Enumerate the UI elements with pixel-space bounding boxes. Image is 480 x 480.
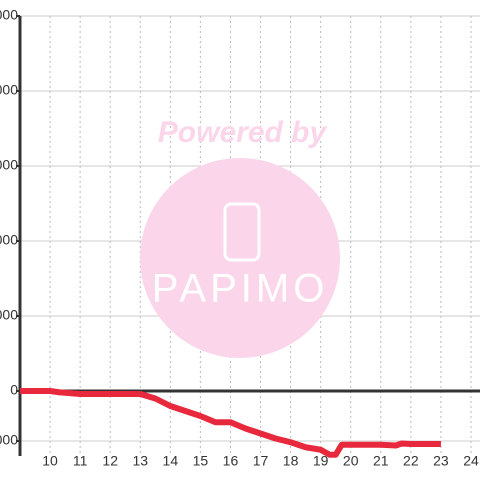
watermark-circle <box>140 158 340 358</box>
y-tick-label: 60,000 <box>0 232 18 248</box>
watermark-icon <box>223 202 261 262</box>
x-tick-label: 13 <box>132 453 148 469</box>
y-tick-label: 30,000 <box>0 307 18 323</box>
y-tick-label: 150,000 <box>0 7 18 23</box>
x-tick-label: 24 <box>463 453 479 469</box>
x-tick-label: 15 <box>193 453 209 469</box>
x-tick-label: 14 <box>163 453 179 469</box>
x-tick-label: 20 <box>343 453 359 469</box>
x-tick-label: 18 <box>283 453 299 469</box>
x-tick-label: 22 <box>403 453 419 469</box>
x-tick-label: 12 <box>102 453 118 469</box>
x-tick-label: 10 <box>42 453 58 469</box>
y-tick-label: 90,000 <box>0 157 18 173</box>
watermark-title: Powered by <box>158 116 328 149</box>
y-tick-label: 120,000 <box>0 82 18 98</box>
x-tick-label: 11 <box>73 453 88 469</box>
y-tick-label: -20,000 <box>0 432 18 448</box>
x-tick-label: 19 <box>313 453 329 469</box>
x-tick-label: 16 <box>223 453 239 469</box>
watermark-logo: PAPIMO <box>152 267 329 311</box>
x-tick-label: 21 <box>373 453 389 469</box>
data-line <box>20 388 441 458</box>
y-tick-label: 0 <box>10 382 18 398</box>
x-tick-label: 23 <box>433 453 449 469</box>
x-tick-label: 17 <box>253 453 269 469</box>
